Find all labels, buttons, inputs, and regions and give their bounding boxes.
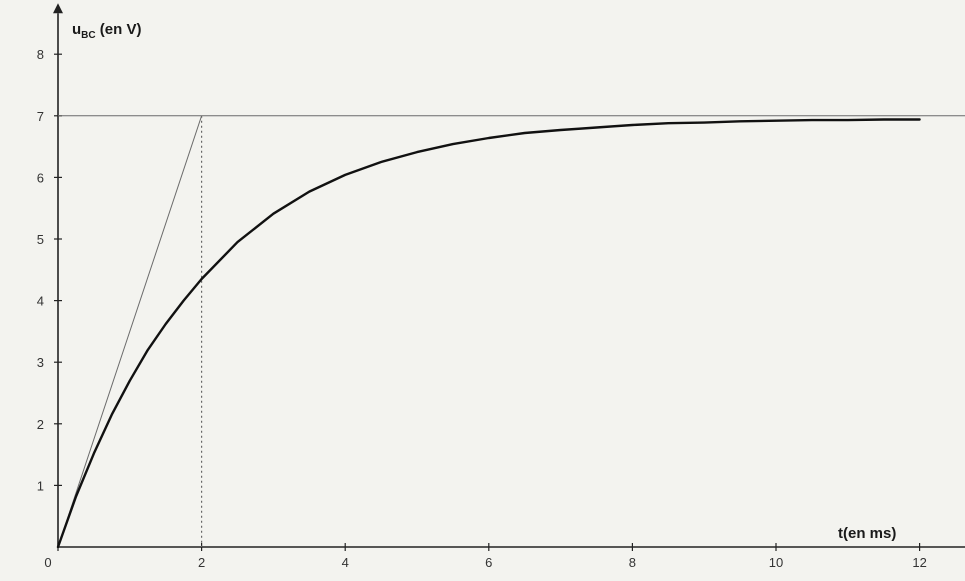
tangent-line: [57, 115, 203, 548]
y-axis-label: u: [72, 21, 81, 38]
series-line: [56, 118, 921, 549]
x-tick-label: 6: [485, 555, 492, 570]
y-axis-unit: (en V): [96, 21, 142, 38]
x-axis-title: t(en ms): [838, 525, 896, 542]
y-tick-label: 2: [37, 417, 44, 432]
axes: [53, 3, 965, 551]
y-tick-label: 4: [37, 294, 44, 309]
x-tick-label: 4: [342, 555, 349, 570]
y-tick-label: 6: [37, 170, 44, 185]
y-axis-title: uBC (en V): [72, 21, 141, 41]
curve-layer: [56, 118, 921, 549]
x-tick-label: 10: [769, 555, 783, 570]
y-tick-label: 1: [37, 478, 44, 493]
y-axis-arrow: [53, 3, 63, 14]
x-tick-label: 2: [198, 555, 205, 570]
y-tick-label: 3: [37, 355, 44, 370]
y-axis-subscript: BC: [81, 30, 95, 41]
x-tick-label: 12: [912, 555, 926, 570]
x-tick-label: 8: [629, 555, 636, 570]
x-tick-label: 0: [44, 555, 51, 570]
y-tick-label: 5: [37, 232, 44, 247]
y-tick-label: 8: [37, 47, 44, 62]
y-tick-label: 7: [37, 109, 44, 124]
guide-lines: [57, 115, 965, 548]
